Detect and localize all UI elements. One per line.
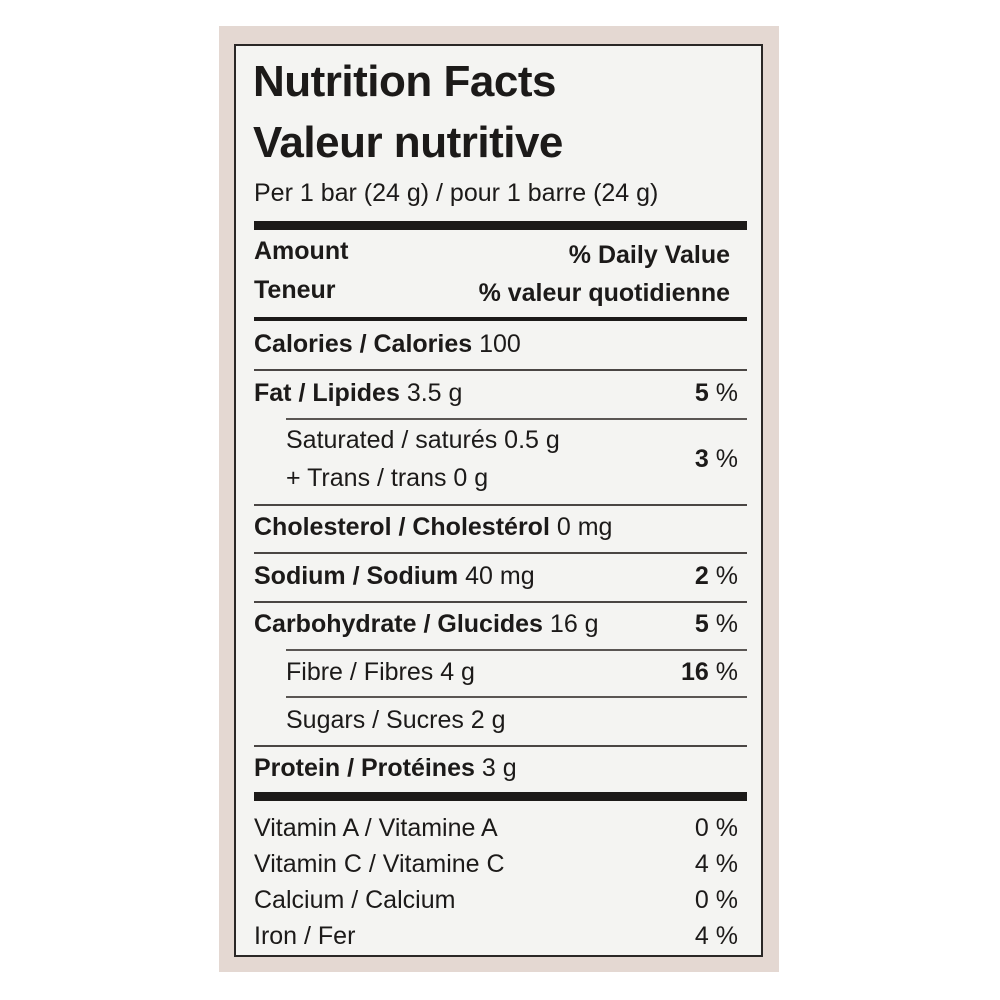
- thick-divider: [254, 792, 747, 801]
- protein-value: 3 g: [481, 754, 517, 782]
- saturated-label: Saturated / saturés 0.5 g: [286, 426, 560, 454]
- valeur-quotidienne-header: % valeur quotidienne: [478, 279, 730, 307]
- trans-row: + Trans / trans 0 g: [286, 463, 738, 493]
- sodium-row: Sodium / Sodium 40 mg 2 %: [254, 561, 738, 591]
- carbohydrate-value: 16 g: [549, 610, 599, 638]
- thick-divider: [254, 221, 747, 230]
- fat-label: Fat / Lipides: [254, 379, 400, 407]
- divider: [286, 418, 747, 420]
- vitamin-c-row: Vitamin C / Vitamine C 4 %: [254, 849, 738, 879]
- divider: [254, 552, 747, 554]
- carbohydrate-label: Carbohydrate / Glucides: [254, 610, 543, 638]
- divider: [254, 601, 747, 603]
- sugars-label: Sugars / Sucres 2 g: [286, 706, 506, 734]
- nutrition-label: [234, 44, 763, 957]
- teneur-header: Teneur: [254, 276, 336, 304]
- divider: [254, 369, 747, 371]
- saturated-row: Saturated / saturés 0.5 g: [286, 425, 738, 455]
- cholesterol-row: Cholesterol / Cholestérol 0 mg: [254, 512, 738, 542]
- protein-label: Protein / Protéines: [254, 754, 475, 782]
- title-english: Nutrition Facts: [253, 57, 556, 106]
- fat-value: 3.5 g: [406, 379, 463, 407]
- calories-row: Calories / Calories 100: [254, 329, 738, 359]
- divider: [254, 745, 747, 747]
- fat-row: Fat / Lipides 3.5 g 5 %: [254, 378, 738, 408]
- fibre-row: Fibre / Fibres 4 g 16 %: [286, 657, 738, 687]
- iron-row: Iron / Fer 4 %: [254, 921, 738, 951]
- sodium-percent: 2 %: [694, 562, 738, 590]
- vitamin-a-label: Vitamin A / Vitamine A: [254, 814, 498, 842]
- sodium-value: 40 mg: [465, 562, 535, 590]
- divider: [286, 696, 747, 698]
- title-french: Valeur nutritive: [253, 118, 563, 167]
- fat-percent: 5 %: [694, 379, 738, 407]
- vitamin-a-percent: 0 %: [694, 814, 738, 842]
- sodium-label: Sodium / Sodium: [254, 562, 459, 590]
- iron-label: Iron / Fer: [254, 922, 356, 950]
- fibre-percent: 16 %: [681, 658, 738, 686]
- divider: [254, 504, 747, 506]
- iron-percent: 4 %: [694, 922, 738, 950]
- trans-label: + Trans / trans 0 g: [286, 464, 489, 492]
- carbohydrate-percent: 5 %: [694, 610, 738, 638]
- amount-header: Amount: [254, 237, 349, 265]
- vitamin-a-row: Vitamin A / Vitamine A 0 %: [254, 813, 738, 843]
- header-divider: [254, 317, 747, 321]
- saturated-percent: 3 %: [694, 445, 738, 473]
- calories-value: 100: [479, 330, 521, 358]
- daily-value-header: % Daily Value: [568, 241, 730, 269]
- fibre-label: Fibre / Fibres 4 g: [286, 658, 475, 686]
- serving-size: Per 1 bar (24 g) / pour 1 barre (24 g): [254, 179, 659, 207]
- vitamin-c-label: Vitamin C / Vitamine C: [254, 850, 505, 878]
- divider: [286, 649, 747, 651]
- protein-row: Protein / Protéines 3 g: [254, 753, 738, 783]
- calories-label: Calories / Calories: [254, 330, 473, 358]
- sugars-row: Sugars / Sucres 2 g: [286, 705, 738, 735]
- cholesterol-label: Cholesterol / Cholestérol: [254, 513, 550, 541]
- calcium-label: Calcium / Calcium: [254, 886, 456, 914]
- carbohydrate-row: Carbohydrate / Glucides 16 g 5 %: [254, 609, 738, 639]
- calcium-percent: 0 %: [694, 886, 738, 914]
- cholesterol-value: 0 mg: [556, 513, 613, 541]
- vitamin-c-percent: 4 %: [694, 850, 738, 878]
- calcium-row: Calcium / Calcium 0 %: [254, 885, 738, 915]
